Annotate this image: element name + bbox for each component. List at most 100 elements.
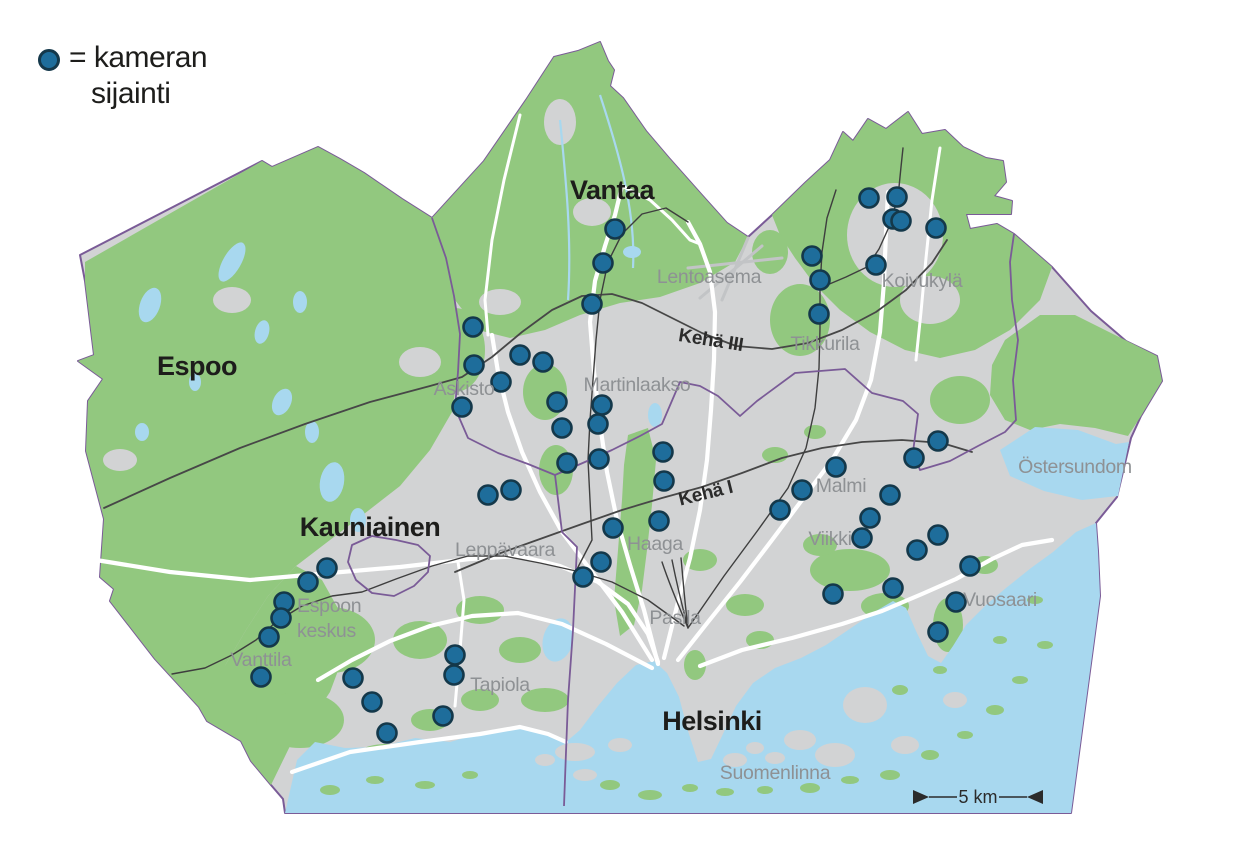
- camera-location-dot: [551, 417, 573, 439]
- map-label-viikki: Viikki: [808, 528, 851, 550]
- map-label-espoon: Espoon: [297, 595, 361, 617]
- espoo-helsinki-border: [554, 474, 578, 807]
- camera-location-dot: [572, 566, 594, 588]
- camera-location-dot: [591, 394, 613, 416]
- camera-location-dot: [822, 583, 844, 605]
- scale-label: 5 km: [958, 787, 997, 807]
- camera-location-dot: [801, 245, 823, 267]
- camera-location-dot: [500, 479, 522, 501]
- camera-location-dot: [587, 413, 609, 435]
- municipal-borders: [347, 217, 1019, 807]
- camera-location-dot: [927, 430, 949, 452]
- camera-location-dot: [602, 517, 624, 539]
- camera-location-dot: [808, 303, 830, 325]
- camera-location-dot: [879, 484, 901, 506]
- camera-location-dot: [546, 391, 568, 413]
- ring-roads-and-rail: [103, 147, 973, 675]
- camera-location-dot: [769, 499, 791, 521]
- camera-legend-dot-icon: [38, 49, 60, 71]
- urban-pockets: [103, 99, 960, 471]
- main-railway: [687, 189, 837, 629]
- camera-location-dot: [509, 344, 531, 366]
- camera-location-dot: [791, 479, 813, 501]
- camera-location-dot: [361, 691, 383, 713]
- camera-location-dot: [590, 551, 612, 573]
- scale-bar: 5 km: [913, 787, 1043, 807]
- camera-location-dot: [297, 571, 319, 593]
- camera-location-dot: [927, 621, 949, 643]
- camera-location-dot: [882, 577, 904, 599]
- camera-location-dot: [604, 218, 626, 240]
- map-label-suomenlinna: Suomenlinna: [720, 762, 831, 784]
- vantaa-helsinki-border: [554, 233, 1019, 476]
- pasila-rail-fan: [661, 557, 689, 629]
- camera-location-dot: [825, 456, 847, 478]
- camera-location-dot: [376, 722, 398, 744]
- map-label-keskus: keskus: [297, 620, 356, 642]
- camera-location-dot: [858, 187, 880, 209]
- camera-location-dot: [432, 705, 454, 727]
- camera-location-dot: [890, 210, 912, 232]
- scale-left-arrow: [913, 790, 929, 804]
- map-label-espoo: Espoo: [157, 351, 237, 381]
- camera-location-dot: [865, 254, 887, 276]
- scale-right-arrow: [1027, 790, 1043, 804]
- camera-location-dot: [959, 555, 981, 577]
- map-label-haaga: Haaga: [627, 533, 683, 555]
- map-label-askisto: Askisto: [434, 378, 495, 400]
- map-label-tikkurila: Tikkurila: [790, 333, 860, 355]
- map-label-vantaa: Vantaa: [570, 175, 656, 205]
- map-label-lentoasema: Lentoasema: [657, 266, 762, 288]
- camera-location-dot: [462, 316, 484, 338]
- motorways: [93, 113, 1055, 775]
- ostersundom-bay: [1000, 427, 1129, 500]
- map-label-vuosaari: Vuosaari: [963, 589, 1037, 611]
- camera-location-dot: [581, 293, 603, 315]
- map-label-vanttila: Vanttila: [230, 649, 292, 671]
- map-label-pasila: Pasila: [649, 607, 701, 629]
- keha-1-road: [454, 439, 973, 573]
- legend-line-1: = kameran: [69, 41, 208, 74]
- river-2: [558, 119, 571, 301]
- islands: [320, 596, 1053, 800]
- camera-location-dot: [477, 484, 499, 506]
- legend: = kameran sijainti: [38, 40, 208, 112]
- camera-location-dot: [927, 524, 949, 546]
- map-label-kauniainen: Kauniainen: [300, 512, 441, 542]
- camera-location-dot: [588, 448, 610, 470]
- camera-location-dot: [809, 269, 831, 291]
- map-label--stersundom: Östersundom: [1018, 456, 1132, 478]
- camera-location-dot: [490, 371, 512, 393]
- camera-location-dot: [444, 644, 466, 666]
- camera-location-dot: [463, 354, 485, 376]
- legend-line-2: sijainti: [91, 77, 171, 110]
- camera-location-dot: [592, 252, 614, 274]
- camera-location-dot: [342, 667, 364, 689]
- camera-location-dot: [859, 507, 881, 529]
- camera-location-dot: [443, 664, 465, 686]
- camera-location-dot: [851, 527, 873, 549]
- camera-location-dot: [925, 217, 947, 239]
- camera-location-dot: [652, 441, 674, 463]
- lakes: [135, 242, 662, 662]
- camera-location-dot: [886, 186, 908, 208]
- camera-location-dot: [258, 626, 280, 648]
- camera-location-dot: [451, 396, 473, 418]
- kauniainen-border: [347, 535, 431, 597]
- camera-location-dot: [906, 539, 928, 561]
- map-label-malmi: Malmi: [816, 475, 867, 497]
- camera-location-dot: [532, 351, 554, 373]
- map-label-martinlaakso: Martinlaakso: [584, 374, 691, 396]
- map-label-koivukyl-: Koivukylä: [882, 270, 963, 292]
- map-label-tapiola: Tapiola: [470, 674, 530, 696]
- river: [598, 94, 635, 269]
- map-label-lepp-vaara: Leppävaara: [455, 539, 555, 561]
- espoo-vantaa-border: [431, 217, 556, 476]
- camera-location-dot: [556, 452, 578, 474]
- camera-location-dot: [653, 470, 675, 492]
- camera-location-dot: [316, 557, 338, 579]
- ring-rail-line: [575, 207, 689, 572]
- camera-location-dot: [250, 666, 272, 688]
